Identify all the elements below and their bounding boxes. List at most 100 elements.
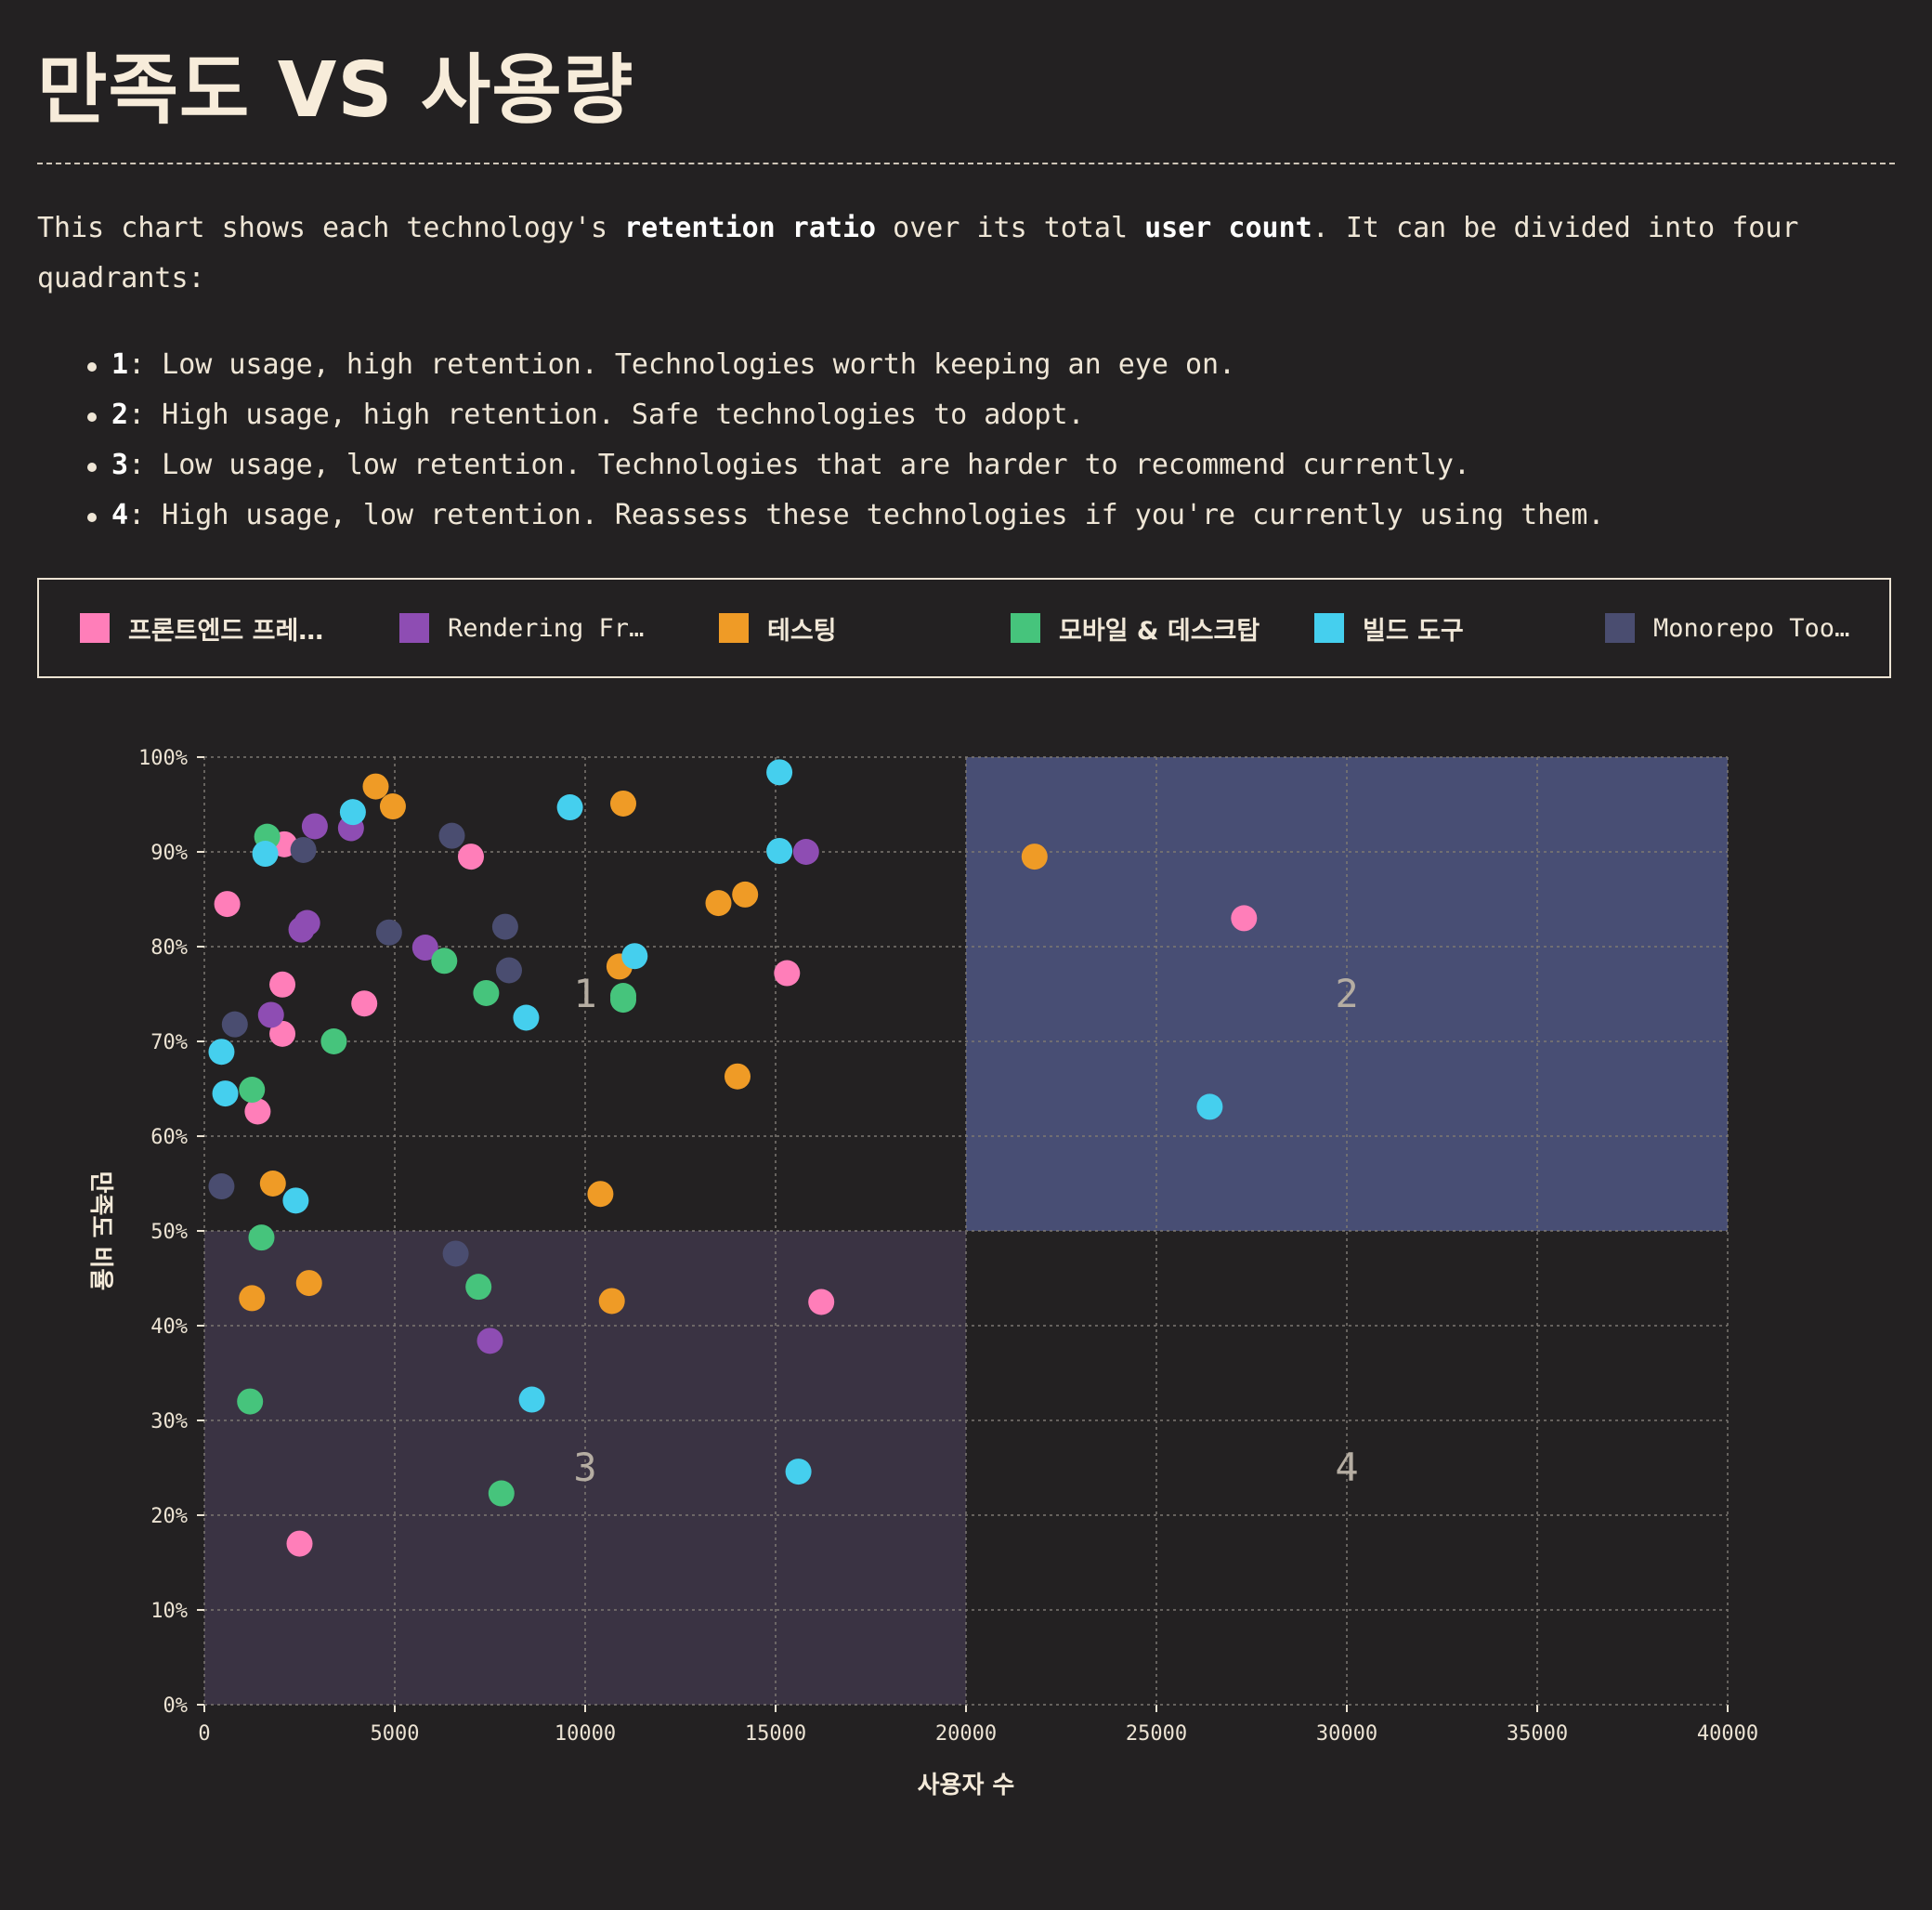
data-point	[237, 1388, 264, 1415]
data-point	[295, 1270, 322, 1297]
y-tick-label: 70%	[150, 1031, 188, 1054]
data-point	[379, 793, 406, 820]
data-point	[244, 1098, 271, 1125]
data-point	[808, 1289, 835, 1315]
data-point	[257, 1001, 284, 1028]
data-point	[458, 844, 484, 870]
data-point	[732, 881, 759, 908]
y-tick-label: 90%	[150, 842, 188, 865]
legend-swatch	[1314, 613, 1344, 643]
data-point	[792, 839, 819, 865]
data-point	[705, 890, 732, 917]
data-point	[774, 960, 801, 987]
intro-text-3: . It can be divided into four quadrants:	[37, 212, 1799, 294]
quadrant-item-3: 3: Low usage, low retention. Technologie…	[84, 440, 1604, 491]
data-point	[301, 813, 328, 840]
data-point	[339, 799, 366, 826]
data-point	[1231, 905, 1258, 932]
quadrant-item-4: 4: High usage, low retention. Reassess t…	[84, 491, 1604, 541]
y-tick-label: 10%	[150, 1600, 188, 1623]
legend-label: Rendering Fra…	[448, 613, 652, 643]
data-point	[1196, 1093, 1223, 1120]
intro-bold-retention: retention ratio	[624, 212, 877, 244]
quadrant-text: : High usage, low retention. Reassess th…	[128, 499, 1605, 531]
quadrant-key: 3	[111, 449, 129, 481]
y-tick-label: 50%	[150, 1221, 188, 1244]
legend-item-mobile-desktop[interactable]: 모바일 & 데스크탑	[1011, 580, 1260, 676]
quadrant-key: 4	[111, 499, 129, 531]
quadrant-text: : Low usage, high retention. Technologie…	[128, 348, 1236, 381]
legend-label: Monorepo Tools	[1653, 613, 1858, 643]
quadrant-label-4: 4	[1335, 1445, 1358, 1490]
data-point	[269, 971, 296, 998]
data-point	[208, 1039, 235, 1066]
quadrant-item-2: 2: High usage, high retention. Safe tech…	[84, 390, 1604, 440]
legend-swatch	[80, 613, 110, 643]
data-point	[221, 1011, 248, 1038]
x-tick-label: 40000	[1697, 1722, 1758, 1746]
legend-swatch	[719, 613, 749, 643]
intro-text-1: This chart shows each technology's	[37, 212, 625, 244]
legend-item-testing[interactable]: 테스팅	[719, 580, 837, 676]
legend-item-monorepo[interactable]: Monorepo Tools	[1605, 580, 1858, 676]
data-point	[442, 1240, 469, 1267]
quadrant-label-2: 2	[1335, 971, 1358, 1016]
quadrant-text: : Low usage, low retention. Technologies…	[128, 449, 1470, 481]
data-point	[212, 1080, 239, 1107]
data-point	[513, 1004, 540, 1031]
x-tick-label: 35000	[1507, 1722, 1568, 1746]
data-point	[556, 794, 583, 821]
data-point	[351, 990, 378, 1017]
quadrant-key: 1	[111, 348, 129, 381]
data-point	[286, 1530, 313, 1557]
data-point	[518, 1386, 545, 1413]
quadrant-list: 1: Low usage, high retention. Technologi…	[84, 340, 1604, 541]
legend-item-frontend[interactable]: 프론트엔드 프레임…	[80, 580, 333, 676]
data-point	[610, 790, 636, 817]
title-divider	[37, 163, 1895, 164]
x-tick-label: 5000	[371, 1722, 420, 1746]
data-point	[621, 943, 648, 970]
legend-label: 프론트엔드 프레임…	[128, 616, 333, 646]
data-point	[208, 1173, 235, 1200]
legend-item-rendering[interactable]: Rendering Fra…	[399, 580, 652, 676]
legend-item-build-tools[interactable]: 빌드 도구	[1314, 580, 1464, 676]
legend-swatch	[399, 613, 429, 643]
x-tick-label: 15000	[745, 1722, 806, 1746]
intro-bold-user-count: user count	[1144, 212, 1312, 244]
data-point	[411, 935, 438, 962]
data-point	[610, 987, 636, 1014]
data-point	[239, 1077, 266, 1104]
y-tick-label: 0%	[163, 1694, 189, 1718]
data-point	[724, 1063, 751, 1090]
data-point	[766, 759, 793, 786]
quadrant-text: : High usage, high retention. Safe techn…	[128, 399, 1085, 431]
data-point	[488, 1480, 515, 1507]
data-point	[766, 837, 793, 864]
data-point	[269, 1020, 296, 1047]
data-point	[1021, 844, 1048, 870]
intro-text-2: over its total	[876, 212, 1145, 244]
page-title: 만족도 VS 사용량	[37, 46, 634, 135]
quadrant-key: 2	[111, 399, 129, 431]
data-point	[476, 1328, 503, 1354]
x-tick-label: 0	[198, 1722, 210, 1746]
legend-label: 모바일 & 데스크탑	[1059, 616, 1260, 646]
data-point	[375, 919, 402, 946]
chart-description: This chart shows each technology's reten…	[37, 203, 1886, 304]
y-tick-label: 20%	[150, 1505, 188, 1528]
legend: 프론트엔드 프레임… Rendering Fra… 테스팅 모바일 & 데스크탑…	[37, 578, 1891, 678]
quadrant-label-3: 3	[573, 1445, 596, 1490]
data-point	[239, 1285, 266, 1312]
y-tick-label: 80%	[150, 936, 188, 960]
data-point	[431, 948, 458, 975]
legend-swatch	[1605, 613, 1635, 643]
legend-label: 빌드 도구	[1363, 616, 1464, 646]
data-point	[362, 773, 389, 800]
data-point	[294, 909, 320, 936]
data-point	[214, 891, 241, 918]
x-axis-label: 사용자 수	[918, 1772, 1015, 1799]
data-point	[496, 957, 522, 984]
legend-swatch	[1011, 613, 1040, 643]
